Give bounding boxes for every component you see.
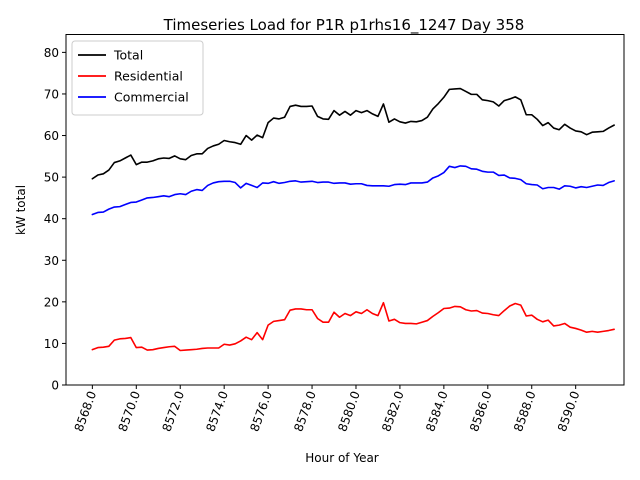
y-tick-label: 0: [51, 379, 59, 393]
series-line-total: [91, 87, 615, 180]
y-tick-label: 60: [44, 129, 59, 143]
y-tick-label: 50: [44, 171, 59, 185]
y-tick-label: 20: [44, 295, 59, 309]
legend-label-commercial: Commercial: [114, 90, 189, 105]
y-axis-label: kW total: [14, 185, 28, 235]
series-line-commercial: [91, 165, 615, 216]
plot-frame: [65, 34, 625, 386]
legend-label-residential: Residential: [114, 69, 183, 84]
y-tick-label: 40: [44, 212, 59, 226]
legend-label-total: Total: [113, 48, 143, 63]
x-axis-label: Hour of Year: [305, 451, 379, 465]
series-layer: [91, 87, 615, 352]
y-tick-label: 80: [44, 46, 59, 60]
legend: Total Residential Commercial: [71, 40, 204, 116]
y-axis: 0 10 20 30 40 50 60 70 80: [44, 46, 66, 393]
y-tick-label: 30: [44, 254, 59, 268]
chart-title: Timeseries Load for P1R p1rhs16_1247 Day…: [163, 16, 525, 35]
y-tick-label: 10: [44, 337, 59, 351]
series-line-residential: [91, 301, 615, 352]
y-tick-label: 70: [44, 87, 59, 101]
